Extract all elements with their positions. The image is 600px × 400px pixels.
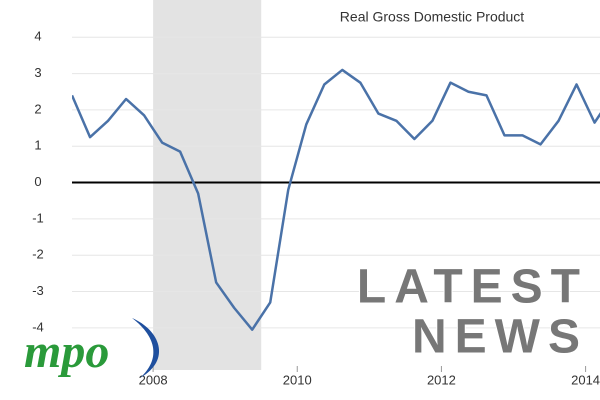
x-tick-label: 2008: [139, 372, 168, 387]
x-tick-label: 2012: [427, 372, 456, 387]
data-line: [72, 68, 600, 331]
x-tick-label: 2014: [571, 372, 600, 387]
overlay: LATEST NEWS mpo: [23, 260, 588, 379]
y-tick-label: -4: [32, 319, 44, 334]
y-tick-label: -3: [32, 283, 44, 298]
y-tick-label: 1: [34, 138, 41, 153]
y-tick-label: 3: [34, 65, 41, 80]
y-tick-label: 2: [34, 101, 41, 116]
chart-title: Real Gross Domestic Product: [340, 9, 525, 25]
headline: LATEST: [357, 261, 588, 314]
y-tick-label: -1: [32, 210, 44, 225]
plot-area: [72, 0, 600, 370]
headline: NEWS: [412, 311, 588, 364]
y-tick-label: -2: [32, 247, 44, 262]
recession-band: [153, 0, 262, 370]
y-tick-label: 0: [34, 174, 41, 189]
x-tick-label: 2010: [283, 372, 312, 387]
logo: mpo: [24, 325, 109, 378]
logo-swoosh: [132, 318, 160, 378]
y-tick-label: 4: [34, 29, 41, 44]
